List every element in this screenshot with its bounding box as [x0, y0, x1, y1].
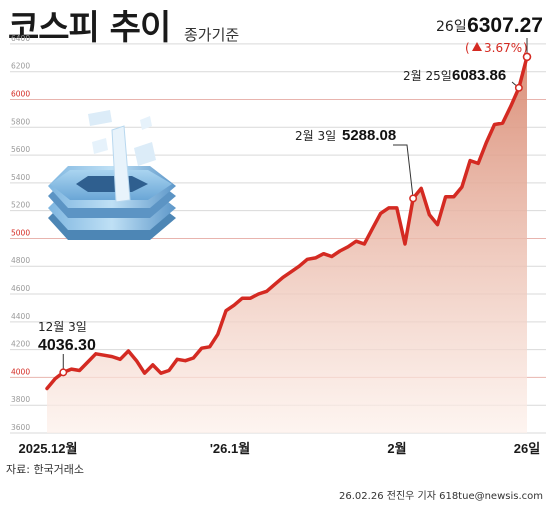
y-tick-5000: 5000: [11, 228, 30, 237]
annot-dot-1: [409, 194, 418, 203]
change-paren-close: ): [523, 41, 528, 55]
y-tick-4800: 4800: [11, 256, 30, 265]
y-tick-5800: 5800: [11, 117, 30, 126]
annotations: 12월 3일 4036.30 2월 3일 5288.08 2월 25일 6083.86 26…: [38, 14, 543, 377]
series-line: [45, 55, 529, 391]
x-axis-labels: 2025.12월 '26.1월 2월 26일: [19, 441, 541, 456]
y-tick-6000: 6000: [11, 89, 30, 98]
y-tick-3800: 3800: [11, 395, 30, 404]
annot-leader-1: [393, 144, 414, 199]
chart-subtitle: 종가기준: [184, 26, 240, 44]
y-tick-6400: 6400: [11, 34, 30, 43]
annot-date-2: 2월 25일: [403, 69, 452, 83]
y-tick-5600: 5600: [11, 145, 30, 154]
up-arrow-icon: [472, 42, 482, 51]
change-value: 3.67%: [484, 41, 522, 55]
chart-title: 코스피 추이: [8, 8, 171, 48]
y-tick-5400: 5400: [11, 173, 30, 182]
x-label-2: 2월: [387, 441, 406, 456]
area-fill: [47, 56, 527, 434]
annot-value-2: 6083.86: [452, 67, 506, 84]
change-paren-open: (: [465, 41, 470, 55]
annot-dot-3: [522, 52, 532, 62]
annot-date-3: 26일: [436, 19, 467, 35]
y-tick-5200: 5200: [11, 201, 30, 210]
y-tick-3600: 3600: [11, 423, 30, 432]
y-tick-4600: 4600: [11, 284, 30, 293]
annot-date-1: 2월 3일: [295, 129, 336, 143]
annot-dot-2: [514, 83, 523, 92]
y-tick-4200: 4200: [11, 340, 30, 349]
annot-value-3: 6307.27: [467, 14, 543, 37]
y-tick-6200: 6200: [11, 62, 30, 71]
x-label-0: 2025.12월: [19, 441, 78, 456]
annot-value-1: 5288.08: [342, 127, 396, 144]
y-axis-ticks: 3600 3800 4000 4200 4400 4600 4800 5000 5200 5400…: [11, 34, 30, 432]
y-tick-4000: 4000: [11, 367, 30, 376]
annot-value-0: 4036.30: [38, 337, 96, 354]
x-label-1: '26.1월: [210, 441, 250, 456]
credit-line: 26.02.26 전진우 기자 618tue@newsis.com: [339, 491, 543, 502]
y-tick-4400: 4400: [11, 312, 30, 321]
decorative-box-illustration: [48, 110, 176, 240]
x-label-3: 26일: [514, 441, 540, 456]
annot-date-0: 12월 3일: [38, 320, 87, 334]
source-note: 자료: 한국거래소: [6, 463, 85, 476]
annot-dot-0: [59, 368, 68, 377]
